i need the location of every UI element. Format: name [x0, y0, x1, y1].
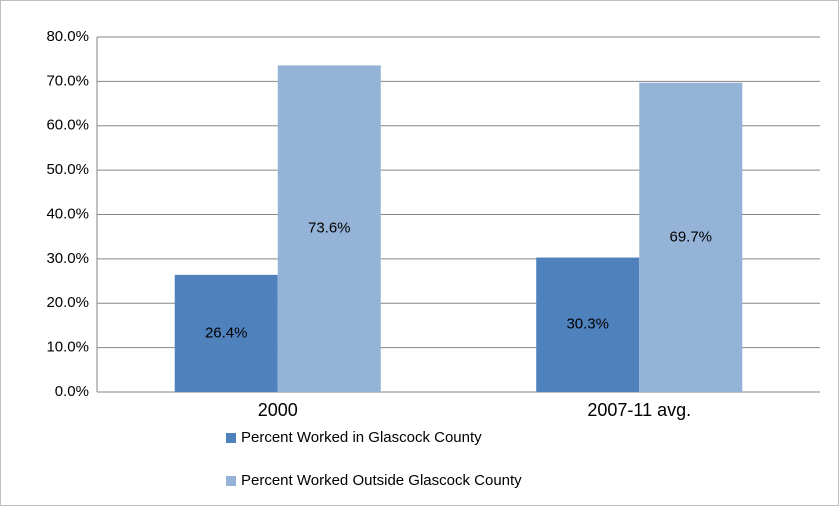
y-tick-label: 30.0%: [46, 250, 89, 267]
y-tick-label: 60.0%: [46, 117, 89, 134]
bar: [174, 274, 278, 392]
x-tick-label: 2007-11 avg.: [587, 400, 691, 420]
legend-label: Percent Worked in Glascock County: [241, 429, 482, 446]
y-tick-label: 80.0%: [46, 28, 89, 45]
y-tick-label: 40.0%: [46, 205, 89, 222]
y-tick-label: 0.0%: [55, 383, 89, 400]
legend-label: Percent Worked Outside Glascock County: [241, 472, 522, 489]
data-label: 26.4%: [205, 324, 248, 341]
y-tick-label: 50.0%: [46, 161, 89, 178]
data-label: 69.7%: [669, 228, 712, 245]
y-tick-label: 10.0%: [46, 339, 89, 356]
x-tick-label: 2000: [258, 400, 298, 420]
data-label: 30.3%: [566, 316, 609, 333]
bar: [639, 82, 743, 393]
legend-swatch: [226, 433, 236, 443]
bar: [277, 65, 381, 393]
legend-swatch: [226, 476, 236, 486]
y-tick-label: 20.0%: [46, 294, 89, 311]
bar: [536, 257, 640, 392]
y-tick-label: 70.0%: [46, 72, 89, 89]
data-label: 73.6%: [308, 220, 351, 237]
